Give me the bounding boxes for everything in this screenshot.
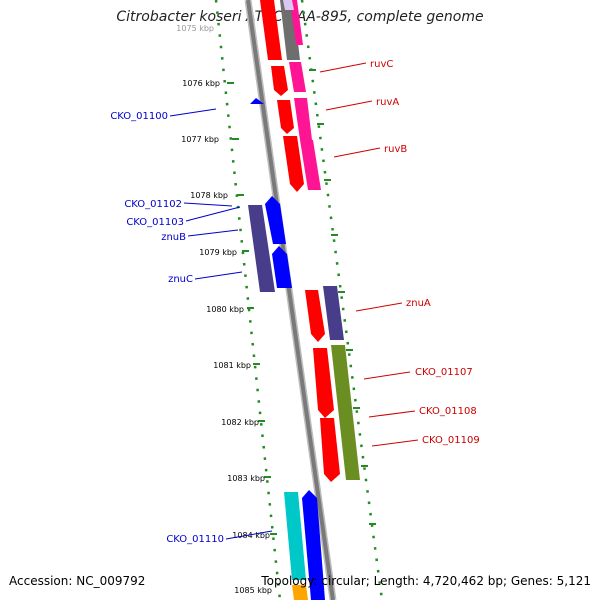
feature-orange xyxy=(292,585,308,600)
ruler-label: 1080 kbp xyxy=(206,305,244,314)
feature-ruva-b xyxy=(294,98,312,140)
leader-ruva xyxy=(325,100,373,111)
gene-label-cko-01109: CKO_01109 xyxy=(422,435,480,446)
leader-ruvb xyxy=(333,147,381,158)
gene-label-ruvc: ruvC xyxy=(370,59,393,70)
gene-label-cko-01100: CKO_01100 xyxy=(110,111,168,122)
ruler-line-left xyxy=(214,0,282,600)
feature-ruvc-a xyxy=(271,66,288,96)
feature-znua-b xyxy=(323,286,344,340)
gene-label-znua: znuA xyxy=(406,298,431,309)
feature-cyan xyxy=(284,492,306,580)
feature-ruvc-b xyxy=(289,62,306,92)
feature-ruvb-b xyxy=(300,140,321,190)
feature-cko-01100 xyxy=(250,98,264,104)
ruler-label: 1079 kbp xyxy=(199,248,237,257)
ruler-label: 1082 kbp xyxy=(221,418,259,427)
gene-label-znub: znuB xyxy=(161,232,186,243)
gene-label-ruvb: ruvB xyxy=(384,144,407,155)
leader-cko-01100 xyxy=(169,108,217,117)
gene-label-cko-01107: CKO_01107 xyxy=(415,367,473,378)
ruler-label: 1077 kbp xyxy=(181,135,219,144)
leader-znub xyxy=(187,229,239,237)
feature-olive xyxy=(331,345,360,480)
ruler-label: 1085 kbp xyxy=(234,586,272,595)
ruler-label: 1078 kbp xyxy=(190,191,228,200)
leader-znuc xyxy=(194,271,243,280)
feature-ruva xyxy=(277,100,294,134)
ruler-label: 1083 kbp xyxy=(227,474,265,483)
leader-cko-01107 xyxy=(363,371,411,380)
leader-ruvc xyxy=(319,62,367,73)
feature-cko-01108 xyxy=(320,418,340,482)
feature-top-pink xyxy=(290,0,303,45)
accession-text: Accession: NC_009792 xyxy=(9,574,146,588)
ruler-label: 1081 kbp xyxy=(213,361,251,370)
feature-znub xyxy=(265,196,286,244)
feature-top-light xyxy=(283,0,294,10)
feature-znua xyxy=(305,290,325,342)
gene-label-cko-01110: CKO_01110 xyxy=(166,534,224,545)
feature-indigo-left xyxy=(248,205,275,292)
gene-label-znuc: znuC xyxy=(168,274,193,285)
feature-cko-01110 xyxy=(302,490,325,600)
ruler-label: 1076 kbp xyxy=(182,79,220,88)
ruler-label: 1084 kbp xyxy=(232,531,270,540)
leader-cko-01108 xyxy=(368,410,416,418)
leader-znua xyxy=(355,302,403,312)
feature-top-gray xyxy=(280,0,300,60)
leader-cko-01110 xyxy=(225,530,273,540)
feature-znuc xyxy=(272,246,292,288)
backbone xyxy=(246,0,335,600)
gene-label-cko-01102: CKO_01102 xyxy=(124,199,182,210)
feature-ruvb xyxy=(283,136,304,192)
gene-label-cko-01103: CKO_01103 xyxy=(126,217,184,228)
ruler-label: 1075 kbp xyxy=(176,24,214,33)
leader-cko-01103 xyxy=(185,206,241,222)
leader-cko-01102 xyxy=(183,202,233,207)
leader-cko-01109 xyxy=(371,439,419,447)
feature-top-red xyxy=(260,0,282,60)
map-title: Citrobacter koseri ATCC BAA-895, complet… xyxy=(116,9,484,25)
gene-label-cko-01108: CKO_01108 xyxy=(419,406,477,417)
gene-label-ruva: ruvA xyxy=(376,97,399,108)
feature-cko-01107 xyxy=(313,348,334,418)
genome-summary-text: Topology: circular; Length: 4,720,462 bp… xyxy=(261,574,591,588)
